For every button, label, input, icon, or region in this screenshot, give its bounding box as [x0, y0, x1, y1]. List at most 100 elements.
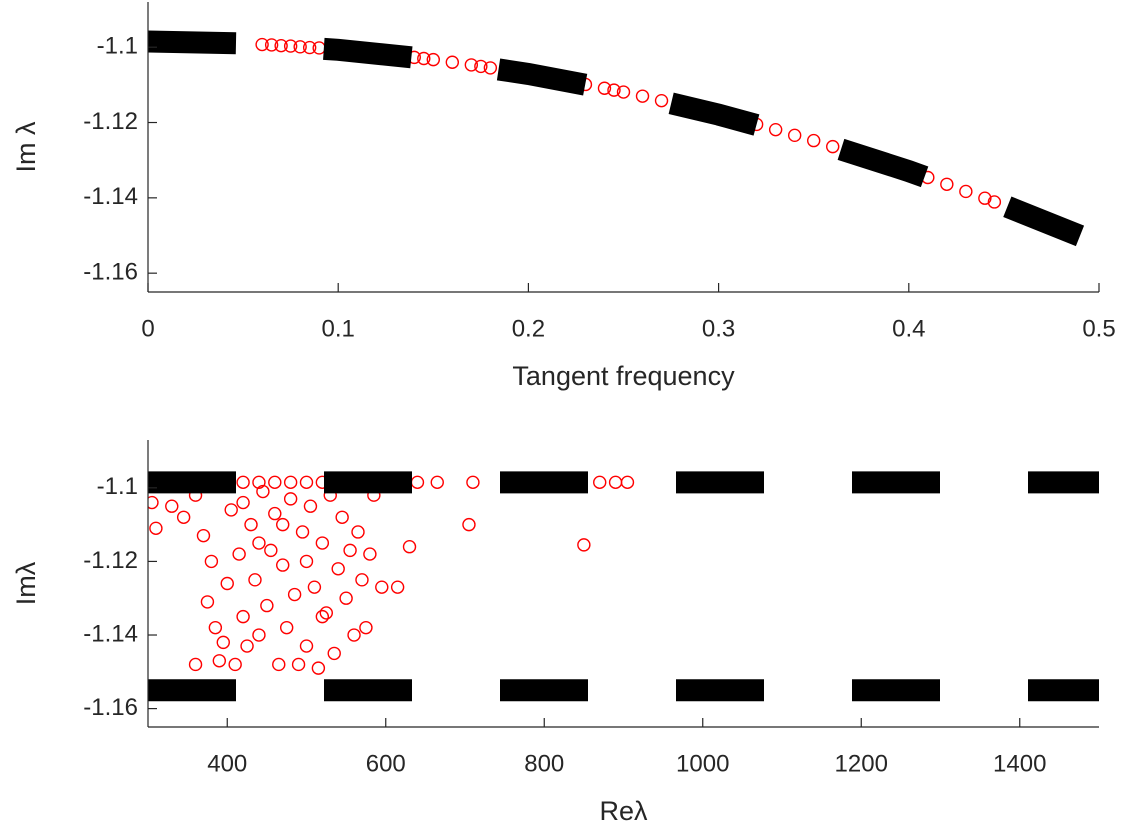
marker — [607, 83, 621, 97]
marker — [593, 475, 607, 490]
x-tick-label: 400 — [207, 750, 247, 777]
marker — [149, 521, 163, 536]
marker — [390, 580, 405, 594]
x-tick-label: 1000 — [676, 750, 729, 777]
marker — [276, 517, 290, 532]
plot-area — [148, 471, 1099, 702]
y-tick-label: -1.16 — [83, 694, 138, 721]
marker — [236, 495, 250, 510]
marker — [232, 547, 246, 561]
marker — [445, 55, 460, 69]
marker — [940, 177, 954, 191]
x-tick-label: 1200 — [835, 750, 888, 777]
marker — [464, 58, 479, 72]
marker — [959, 184, 973, 199]
marker — [148, 495, 159, 510]
marker — [276, 558, 290, 572]
marker — [220, 576, 234, 591]
marker — [268, 475, 282, 490]
x-tick-label: 0.4 — [892, 315, 925, 342]
marker — [343, 543, 357, 558]
y-tick-label: -1.14 — [83, 183, 138, 210]
marker — [410, 475, 425, 490]
x-tick-label: 0.1 — [322, 315, 355, 342]
y-axis-label: Imλ — [11, 561, 41, 605]
marker — [426, 52, 440, 67]
x-axis-label: Reλ — [599, 796, 648, 826]
marker — [299, 639, 314, 653]
marker — [826, 139, 840, 154]
marker — [430, 475, 444, 490]
marker — [274, 38, 288, 53]
marker — [272, 657, 286, 672]
marker — [295, 525, 310, 539]
marker — [987, 195, 1002, 209]
marker — [307, 580, 322, 594]
marker — [787, 128, 802, 143]
marker — [315, 536, 330, 550]
marker — [339, 591, 353, 605]
marker — [402, 540, 417, 554]
marker — [208, 620, 223, 635]
marker — [240, 639, 254, 653]
marker — [302, 40, 317, 55]
marker — [375, 580, 389, 594]
dashed-line — [148, 30, 1085, 247]
marker — [315, 609, 330, 624]
marker — [188, 657, 203, 672]
marker — [347, 628, 361, 642]
marker — [978, 191, 992, 205]
marker — [256, 484, 270, 499]
y-tick-label: -1.16 — [83, 259, 138, 286]
x-tick-label: 600 — [366, 750, 406, 777]
marker — [264, 38, 279, 52]
marker — [216, 635, 230, 650]
marker — [248, 573, 262, 587]
y-tick-label: -1.1 — [97, 33, 138, 60]
marker — [466, 475, 480, 490]
marker — [359, 620, 373, 635]
y-tick-label: -1.1 — [97, 473, 138, 500]
marker — [331, 562, 345, 576]
marker — [363, 547, 377, 561]
marker — [577, 538, 591, 552]
x-axis-label: Tangent frequency — [512, 361, 735, 391]
marker — [279, 620, 294, 635]
x-tick-label: 1400 — [993, 750, 1046, 777]
marker — [462, 517, 476, 532]
marker — [283, 475, 298, 490]
marker — [319, 606, 334, 620]
y-tick-label: -1.12 — [83, 108, 138, 135]
marker — [287, 587, 302, 602]
marker — [768, 122, 783, 137]
marker — [204, 554, 219, 569]
marker — [165, 499, 179, 513]
marker — [474, 59, 488, 74]
marker — [608, 475, 623, 490]
y-tick-label: -1.14 — [83, 620, 138, 647]
marker — [268, 506, 282, 521]
marker — [252, 475, 266, 490]
marker — [807, 133, 821, 148]
plot-area — [148, 30, 1085, 247]
marker — [224, 503, 238, 517]
marker — [351, 525, 365, 539]
subplot: 400 600 800 1000 1200 1400 -1.16 -1.14 -1.12 -1.1… — [11, 440, 1099, 826]
marker — [244, 517, 258, 532]
marker — [283, 492, 298, 506]
marker — [252, 536, 266, 550]
x-tick-label: 0.5 — [1082, 315, 1115, 342]
marker — [620, 475, 635, 490]
marker — [252, 628, 266, 642]
marker — [236, 475, 250, 490]
marker — [228, 657, 242, 672]
marker — [299, 475, 314, 490]
marker — [291, 657, 306, 672]
marker — [335, 510, 349, 524]
marker — [299, 554, 314, 569]
marker — [196, 528, 211, 543]
marker — [260, 598, 274, 613]
marker — [635, 89, 650, 103]
marker — [293, 40, 307, 54]
